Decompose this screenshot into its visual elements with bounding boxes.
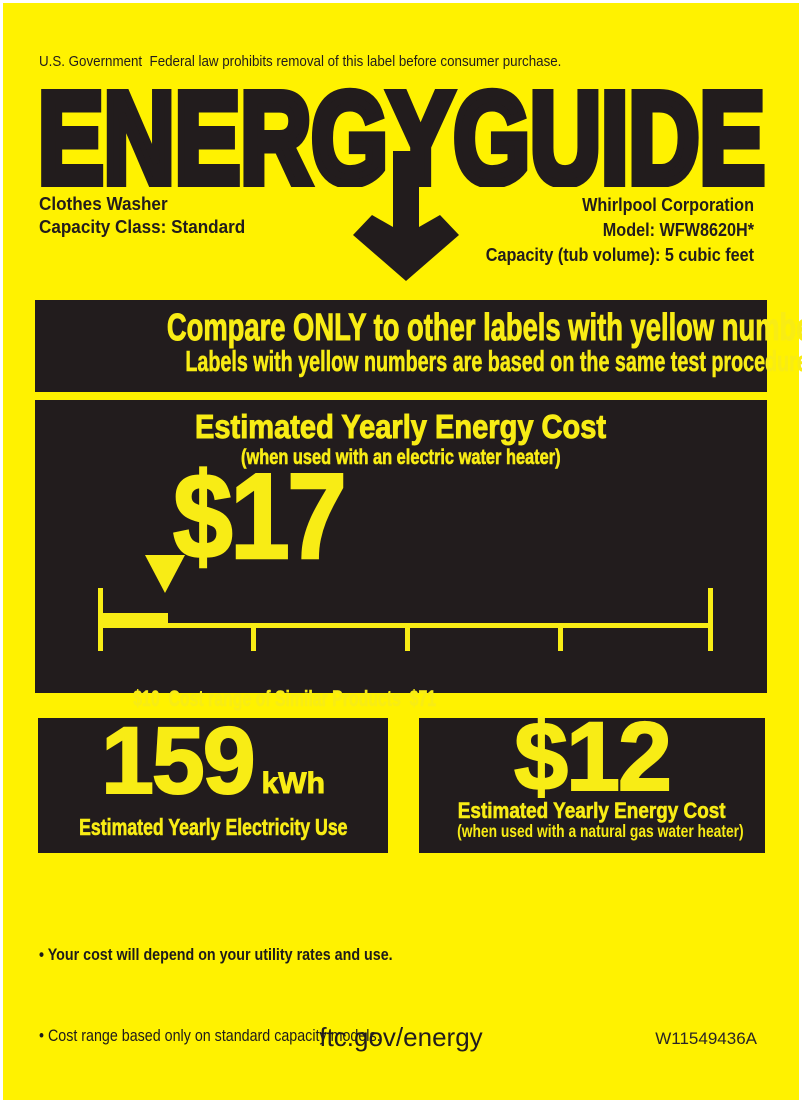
electricity-use-box: 159 kWh Estimated Yearly Electricity Use bbox=[38, 713, 388, 853]
scale-right-end-tick bbox=[708, 588, 713, 651]
model-number: Model: WFW8620H* bbox=[602, 220, 754, 240]
scale-value-bar bbox=[100, 613, 168, 628]
scale-baseline bbox=[98, 623, 713, 628]
marker-triangle-icon bbox=[145, 555, 185, 593]
electricity-value-row: 159 kWh bbox=[38, 713, 388, 810]
compare-banner: Compare ONLY to other labels with yellow… bbox=[35, 300, 802, 392]
energy-cost-chart: Estimated Yearly Energy Cost (when used … bbox=[35, 400, 767, 711]
manufacturer-info: Whirlpool Corporation Model: WFW8620H* C… bbox=[456, 193, 754, 268]
footnotes: • Your cost will depend on your utility … bbox=[39, 887, 559, 1103]
footnote-1: • Your cost will depend on your utility … bbox=[39, 945, 393, 964]
chart-subtitle: (when used with an electric water heater… bbox=[241, 446, 561, 470]
gas-sublabel: (when used with a natural gas water heat… bbox=[457, 821, 744, 841]
chart-title: Estimated Yearly Energy Cost bbox=[195, 408, 607, 446]
product-info: Clothes Washer Capacity Class: Standard bbox=[39, 193, 256, 239]
electricity-unit: kWh bbox=[261, 767, 325, 800]
scale-mid-tick-3 bbox=[558, 628, 563, 651]
banner-line1: Compare ONLY to other labels with yellow… bbox=[166, 307, 802, 350]
yearly-cost-value: $17 bbox=[172, 448, 348, 584]
gas-cost-box: $12 Estimated Yearly Energy Cost (when u… bbox=[419, 707, 765, 853]
part-number: W11549436A bbox=[655, 1029, 757, 1048]
energy-guide-label: U.S. Government Federal law prohibits re… bbox=[3, 3, 802, 1103]
banner-line2: Labels with yellow numbers are based on … bbox=[185, 346, 802, 379]
gas-cost-value: $12 bbox=[513, 702, 673, 811]
gas-value-row: $12 bbox=[419, 707, 765, 806]
gas-label: Estimated Yearly Energy Cost bbox=[458, 798, 726, 824]
manufacturer-name: Whirlpool Corporation bbox=[582, 195, 754, 215]
logo-text: ENERGYGUIDE bbox=[38, 87, 765, 187]
capacity-class: Capacity Class: Standard bbox=[39, 217, 246, 237]
range-min: $10 bbox=[133, 686, 160, 712]
caption-gap2 bbox=[401, 686, 410, 711]
footnote-2: • Cost range based only on standard capa… bbox=[39, 1026, 381, 1045]
product-type: Clothes Washer bbox=[39, 194, 168, 214]
scale-mid-tick-2 bbox=[405, 628, 410, 651]
electricity-label: Estimated Yearly Electricity Use bbox=[78, 814, 348, 841]
range-max: $71 bbox=[409, 686, 437, 712]
down-arrow-icon bbox=[353, 151, 459, 281]
scale-mid-tick-1 bbox=[251, 628, 256, 651]
tub-capacity: Capacity (tub volume): 5 cubic feet bbox=[485, 245, 754, 265]
ftc-url: ftc.gov/energy bbox=[319, 1022, 483, 1052]
federal-disclaimer: U.S. Government Federal law prohibits re… bbox=[39, 53, 562, 70]
range-label: Cost range of Similar Products bbox=[168, 686, 401, 712]
energyguide-logo: ENERGYGUIDE bbox=[37, 87, 767, 187]
cost-range-caption: $10 Cost range of Similar Products $71 bbox=[98, 657, 568, 741]
electricity-value: 159 bbox=[100, 708, 257, 814]
